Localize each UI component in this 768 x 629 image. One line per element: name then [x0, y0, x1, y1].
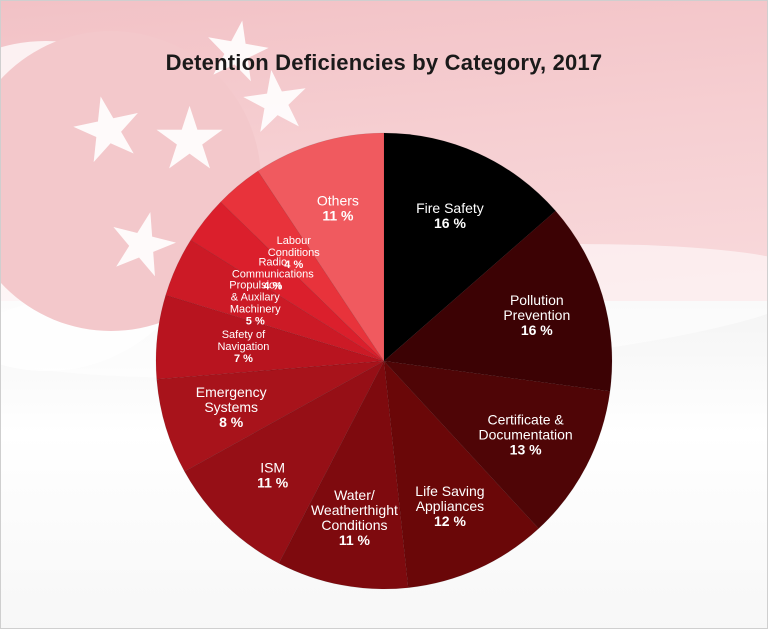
- slice-value-label: 11 %: [257, 475, 289, 491]
- slice-label-line: Navigation: [217, 341, 269, 353]
- slice-label-line: Conditions: [321, 517, 387, 533]
- slice-label: Others 11 %: [317, 193, 359, 224]
- slice-label: Propulsion & Auxilary Machinery 5 %: [229, 279, 281, 327]
- slice-label-line: Others: [317, 193, 359, 209]
- pie-slice: [257, 132, 385, 362]
- pie-slices: [155, 132, 613, 590]
- slice-label: Labour Conditions 4 %: [268, 235, 320, 271]
- slice-label-line: Labour: [277, 235, 312, 247]
- slice-label-line: ISM: [260, 460, 285, 476]
- pie-slice: [184, 360, 385, 564]
- slice-label-line: Fire Safety: [416, 200, 484, 216]
- slice-label-line: Emergency: [196, 384, 267, 400]
- pie-slice: [165, 239, 385, 362]
- slice-value-label: 4 %: [284, 259, 303, 271]
- slice-value-label: 16 %: [521, 322, 553, 338]
- pie-slice: [278, 359, 409, 590]
- pie-slice: [190, 201, 385, 362]
- slice-label-line: & Auxilary: [231, 291, 280, 303]
- slice-label: Water/Weatherthight Conditions 11 %: [311, 487, 398, 548]
- slice-value-label: 5 %: [246, 315, 265, 327]
- slice-label-line: Water/: [334, 487, 375, 503]
- pie-slice: [155, 294, 385, 380]
- slice-label: Emergency Systems 8 %: [196, 384, 267, 430]
- slice-label: Fire Safety 16 %: [416, 200, 484, 231]
- slice-label: Pollution Prevention 16 %: [503, 292, 570, 338]
- pie-slice: [383, 360, 540, 589]
- slice-value-label: 11 %: [322, 208, 354, 224]
- pie-slice: [383, 132, 557, 362]
- pie-slice: [383, 360, 611, 529]
- slice-label-line: Machinery: [230, 303, 281, 315]
- slice-label-line: Communications: [232, 269, 314, 281]
- star-icon: ★: [151, 89, 229, 189]
- slice-label-line: Safety of: [222, 329, 266, 341]
- slice-label-line: Appliances: [416, 498, 485, 514]
- slice-label: ISM 11 %: [257, 460, 289, 491]
- slice-label-line: Radio: [258, 257, 287, 269]
- pie-labels: Fire Safety 16 %Pollution Prevention 16 %Ce…: [196, 193, 573, 549]
- chart-title: Detention Deficiencies by Category, 2017: [165, 50, 603, 75]
- pie-slice: [220, 170, 385, 362]
- pie-slice: [156, 360, 385, 472]
- slice-label-line: Documentation: [479, 426, 573, 442]
- slice-label-line: Certificate &: [487, 411, 564, 427]
- slice-value-label: 16 %: [434, 215, 466, 231]
- slice-label-line: Conditions: [268, 247, 320, 259]
- slice-label-line: Weatherthight: [311, 502, 398, 518]
- slice-value-label: 11 %: [339, 532, 371, 548]
- slice-label-line: Propulsion: [229, 279, 281, 291]
- slice-label: Certificate & Documentation 13 %: [479, 411, 573, 457]
- slice-label: Radio Communications 4 %: [232, 257, 314, 293]
- slice-label-line: Prevention: [503, 307, 570, 323]
- slice-label-line: Systems: [204, 399, 258, 415]
- slice-value-label: 7 %: [234, 353, 253, 365]
- slice-label: Safety of Navigation 7 %: [217, 329, 269, 365]
- slice-label-line: Pollution: [510, 292, 564, 308]
- slice-label: Life Saving Appliances 12 %: [415, 483, 484, 529]
- slice-value-label: 8 %: [219, 414, 244, 430]
- slice-value-label: 12 %: [434, 513, 466, 529]
- slice-label-line: Life Saving: [415, 483, 484, 499]
- slice-value-label: 13 %: [510, 441, 542, 457]
- pie-slice: [383, 210, 613, 392]
- slice-value-label: 4 %: [263, 281, 282, 293]
